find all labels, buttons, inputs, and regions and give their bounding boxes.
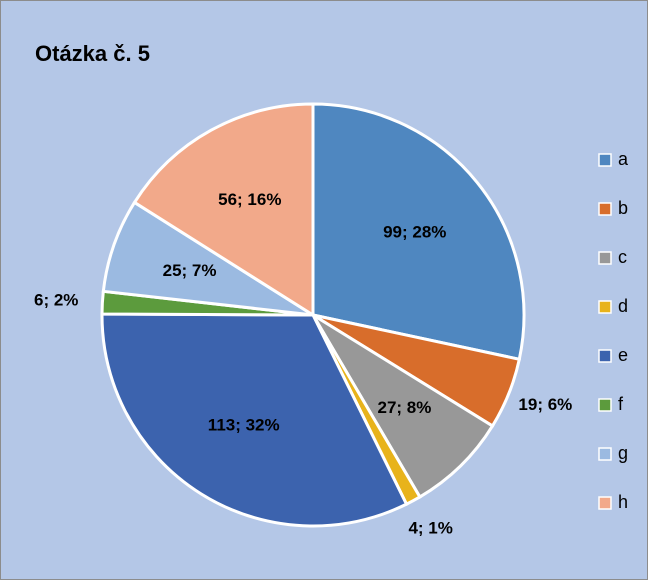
pie-slice: [311, 313, 495, 499]
legend-swatch: [598, 496, 612, 510]
legend-label: f: [618, 394, 624, 414]
data-label: 19; 6%: [518, 395, 572, 414]
legend-label: a: [618, 149, 629, 169]
legend-swatch: [598, 349, 612, 363]
legend-swatch: [598, 447, 612, 461]
legend-label: b: [618, 198, 628, 218]
data-label: 6; 2%: [34, 290, 78, 309]
data-label: 27; 8%: [378, 398, 432, 417]
chart-title: Otázka č. 5: [35, 41, 150, 66]
data-label: 56; 16%: [218, 190, 281, 209]
legend-label: c: [618, 247, 627, 267]
data-label: 113; 32%: [208, 415, 280, 434]
pie-slice: [132, 102, 315, 318]
legend-label: h: [618, 492, 628, 512]
legend-label: e: [618, 345, 628, 365]
data-label: 25; 7%: [163, 261, 217, 280]
legend-swatch: [598, 153, 612, 167]
legend-label: d: [618, 296, 628, 316]
pie-slice: [311, 102, 526, 362]
pie-slice: [100, 312, 409, 528]
legend-swatch: [598, 202, 612, 216]
legend-swatch: [598, 398, 612, 412]
data-label: 4; 1%: [408, 518, 452, 537]
legend-swatch: [598, 300, 612, 314]
legend-label: g: [618, 443, 628, 463]
data-label: 99; 28%: [383, 222, 446, 241]
legend-swatch: [598, 251, 612, 265]
